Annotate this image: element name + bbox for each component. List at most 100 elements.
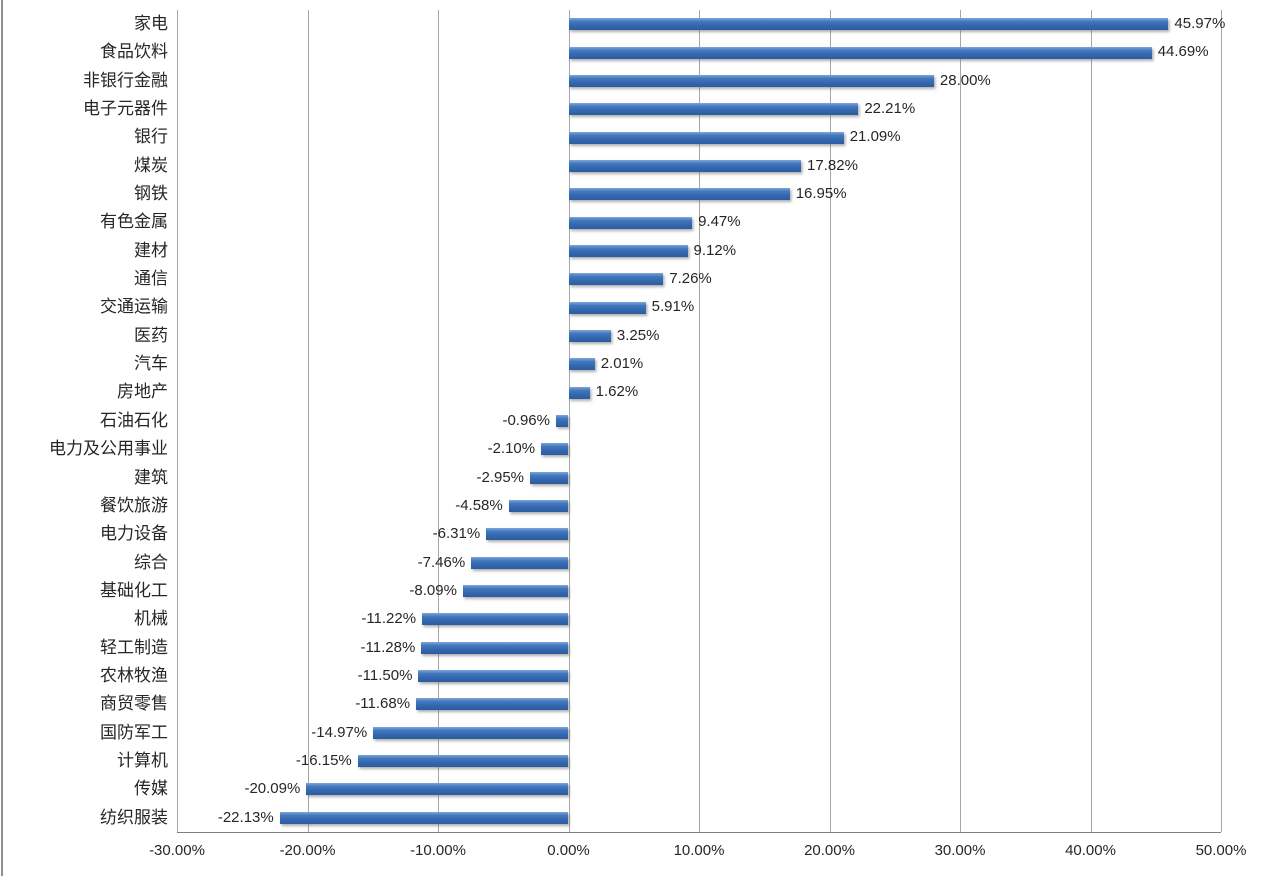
bar: [568, 358, 595, 371]
bar-value-label: -7.46%: [417, 553, 466, 571]
bar: [541, 443, 569, 456]
category-label: 通信: [134, 269, 168, 289]
category-label: 轻工制造: [100, 637, 168, 657]
bar: [416, 698, 569, 711]
bar-value-label: 9.47%: [698, 213, 741, 231]
category-label: 传媒: [134, 779, 168, 799]
category-axis: 家电 食品饮料 非银行金融 电子元器件 银行 煤炭 钢铁 有色金属 建材 通信 交通运输 医药 汽车 房地…: [0, 0, 170, 876]
bar-value-label: -2.95%: [476, 468, 525, 486]
x-axis-line: [177, 832, 1221, 833]
x-tick-label: -30.00%: [149, 842, 205, 859]
bar: [568, 74, 934, 87]
category-label: 电子元器件: [83, 99, 168, 119]
gridline: [699, 10, 700, 832]
x-tick-label: 40.00%: [1065, 842, 1116, 859]
category-label: 钢铁: [134, 184, 168, 204]
category-label: 基础化工: [100, 580, 168, 600]
x-tick-label: -10.00%: [410, 842, 466, 859]
bar: [373, 726, 569, 739]
bar: [530, 471, 569, 484]
gridline: [177, 10, 178, 832]
bar-value-label: 28.00%: [939, 71, 991, 89]
x-tick-label: 0.00%: [547, 842, 590, 859]
bar-value-label: -22.13%: [217, 808, 274, 826]
bar-value-label: -8.09%: [409, 581, 457, 599]
gridline: [307, 10, 309, 832]
category-label: 餐饮旅游: [100, 495, 168, 515]
bar-value-label: -14.97%: [311, 723, 368, 741]
bar: [568, 386, 590, 399]
bar-value-label: 7.26%: [669, 270, 712, 288]
bar: [422, 613, 569, 626]
bar: [568, 18, 1169, 31]
bar: [555, 415, 569, 427]
bar: [568, 159, 802, 172]
gridline: [438, 10, 439, 832]
bar-value-label: -11.28%: [360, 638, 416, 656]
x-tick-label: 30.00%: [934, 842, 986, 859]
plot-area: 45.97% 44.69% 28.00% 22.21% 21.09% 17.82% 16.9…: [177, 10, 1225, 833]
bar: [568, 244, 688, 257]
bar-value-label: -11.50%: [357, 666, 413, 684]
x-tick-label: 10.00%: [673, 842, 725, 859]
category-label: 房地产: [117, 382, 168, 402]
bar: [568, 131, 844, 144]
bar-value-label: 3.25%: [616, 326, 660, 344]
category-label: 综合: [134, 552, 168, 572]
bar: [279, 811, 569, 824]
bar-value-label: -11.68%: [355, 695, 411, 713]
bar-value-label: 1.62%: [595, 383, 639, 401]
bar: [568, 103, 859, 116]
x-tick-label: 20.00%: [804, 842, 855, 859]
bar: [357, 755, 569, 768]
category-label: 电力设备: [100, 524, 168, 544]
bar: [508, 500, 569, 513]
bar-value-label: 5.91%: [651, 298, 695, 316]
category-label: 家电: [134, 14, 168, 33]
category-label: 建筑: [134, 467, 168, 487]
gridline: [1221, 10, 1222, 832]
gridline: [829, 10, 831, 832]
bar-value-label: -16.15%: [295, 751, 352, 769]
category-label: 汽车: [134, 354, 168, 374]
bar: [568, 216, 693, 229]
bar: [486, 528, 569, 541]
chart-left-border: [1, 0, 3, 876]
category-label: 建材: [134, 240, 168, 260]
category-label: 农林牧渔: [100, 665, 168, 685]
category-label: 非银行金融: [83, 70, 168, 90]
bar-value-label: -4.58%: [455, 496, 503, 514]
category-label: 石油石化: [100, 410, 168, 430]
category-label: 煤炭: [134, 155, 168, 175]
category-label: 医药: [134, 325, 168, 345]
gridline: [568, 10, 570, 832]
bar-value-label: 9.12%: [693, 241, 737, 259]
x-axis: -30.00% -20.00% -10.00% 0.00% 10.00% 20.00% 30…: [0, 842, 1269, 864]
bar: [568, 329, 611, 342]
bar-value-label: -20.09%: [244, 780, 301, 798]
category-label: 食品饮料: [100, 42, 168, 62]
bar: [306, 783, 569, 796]
bar-value-label: -11.22%: [361, 610, 417, 628]
bar: [462, 585, 569, 598]
bar-value-label: 22.21%: [864, 100, 916, 118]
category-label: 计算机: [117, 750, 168, 770]
bar-value-label: -2.10%: [487, 440, 536, 458]
bar-value-label: -0.96%: [502, 411, 550, 429]
bar-value-label: 45.97%: [1174, 15, 1226, 32]
bar: [568, 273, 664, 286]
category-label: 电力及公用事业: [49, 439, 168, 459]
bar-value-label: 16.95%: [795, 185, 847, 203]
category-label: 纺织服装: [100, 807, 168, 827]
category-label: 国防军工: [100, 722, 168, 742]
x-tick-label: -20.00%: [279, 842, 336, 859]
bar-value-label: 2.01%: [600, 355, 644, 373]
bar-value-label: 44.69%: [1157, 43, 1209, 61]
bar: [568, 301, 646, 314]
category-label: 交通运输: [100, 297, 168, 317]
bar-value-label: 17.82%: [807, 156, 858, 174]
gridline: [1090, 10, 1092, 832]
category-label: 银行: [134, 127, 168, 147]
bar: [568, 46, 1152, 59]
